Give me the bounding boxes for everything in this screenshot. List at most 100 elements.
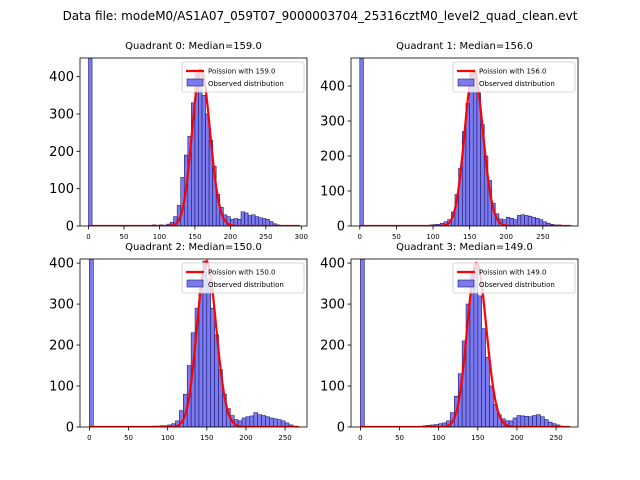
panel-quadrant-1: 0 50 100 150 200 250 0 100 200 300 400 Quadrant 1: … [320,41,579,241]
legend-bar-swatch [186,78,204,87]
x-tick-label: 0 [358,434,362,442]
legend: Poission with 156.0 Observed distribution [452,61,576,93]
x-tick-label: 250 [259,233,272,241]
legend-bar-swatch [457,78,475,87]
y-tick-label: 0 [337,220,345,235]
histogram-bar [205,113,210,226]
x-tick-label: 200 [239,434,252,442]
plot-area [88,58,300,226]
histogram-bar [251,214,256,226]
histogram-bar [544,419,549,427]
histogram-bar [257,414,262,427]
histogram-bar [265,416,270,427]
histogram-bar [481,328,486,427]
x-tick-label: 0 [358,233,362,241]
legend-label-fit: Poission with 150.0 [208,269,276,277]
histogram-bar-zero [359,58,364,226]
subplot-title: Quadrant 2: Median=150.0 [125,242,262,253]
histogram-bar [524,215,529,226]
histogram-bar-zero [89,259,94,427]
legend: Poission with 149.0 Observed distribution [452,262,576,294]
histogram-bar [244,212,249,226]
plot-area [359,58,573,226]
x-tick-label: 0 [87,434,91,442]
panel-quadrant-3: 0 50 100 150 200 250 0 100 200 300 400 Quadrant 3: … [320,242,579,442]
y-tick-label: 200 [49,145,74,160]
histogram-bar [198,68,203,226]
x-tick-label: 150 [200,434,213,442]
histogram-bar [472,71,478,226]
y-tick-label: 300 [49,108,74,123]
histogram-bar [206,279,212,427]
legend-label-fit: Poission with 159.0 [208,68,276,76]
legend-bar-swatch [457,279,475,288]
histogram-bar [485,357,490,427]
y-tick-label: 300 [49,298,74,313]
y-tick-label: 400 [49,70,74,85]
poisson-fit-line [360,261,571,427]
plot-area [89,259,300,427]
histogram-bar [531,216,536,226]
histogram-bar [258,217,263,226]
histogram-bar [532,415,537,427]
poisson-fit-line [89,259,300,427]
y-tick-label: 0 [337,421,345,436]
legend-box [181,61,305,93]
histogram-bar [245,416,251,427]
x-tick-label: 250 [536,233,549,241]
histogram-bar [201,95,206,226]
legend-label-fit: Poission with 156.0 [479,68,547,76]
x-tick-label: 0 [86,233,90,241]
x-tick-label: 150 [188,233,201,241]
legend-label-observed: Observed distribution [479,80,555,88]
legend-label-observed: Observed distribution [208,281,284,289]
histogram-bar [527,215,533,226]
histogram-bar [210,307,215,427]
poisson-fit-line [88,67,300,226]
histogram-bar [262,218,267,226]
x-tick-label: 100 [153,233,166,241]
x-tick-label: 200 [510,434,523,442]
panel-quadrant-0: 0 50 100 150 200 250 300 0 100 200 300 400 Quadrant … [49,41,308,241]
subplot-title: Quadrant 3: Median=149.0 [396,242,533,253]
x-tick-label: 150 [471,434,484,442]
y-tick-label: 300 [320,115,345,130]
axes-frame [79,258,308,428]
panel-quadrant-2: 0 50 100 150 200 250 0 100 200 300 400 Quadrant 2: … [49,242,308,442]
y-tick-label: 400 [320,80,345,95]
axes-frame [350,57,579,227]
legend-bar-swatch [186,279,204,288]
subplot-title: Quadrant 0: Median=159.0 [125,41,262,52]
y-tick-label: 300 [320,298,345,313]
legend-box [181,262,305,294]
histogram-bar [535,218,540,226]
legend-box [452,61,576,93]
histogram-bar [524,416,529,427]
y-tick-label: 0 [66,220,74,235]
histogram-bar [516,415,522,427]
histogram-bar [273,418,278,427]
y-tick-label: 400 [49,257,74,272]
x-tick-label: 200 [224,233,237,241]
y-tick-label: 400 [320,257,345,272]
histogram-bar [540,416,545,427]
y-tick-label: 200 [49,339,74,354]
legend-label-observed: Observed distribution [479,281,555,289]
histogram-bar [528,416,533,427]
x-tick-label: 200 [500,233,513,241]
y-tick-label: 200 [320,339,345,354]
histogram-bar [520,415,526,427]
axes-frame [350,258,579,428]
x-tick-label: 50 [392,233,401,241]
legend-label-observed: Observed distribution [208,80,284,88]
x-tick-label: 100 [432,434,445,442]
legend: Poission with 150.0 Observed distribution [181,262,305,294]
x-tick-label: 250 [549,434,562,442]
poisson-fit-line [359,68,571,226]
subplot-title: Quadrant 1: Median=156.0 [396,41,533,52]
x-tick-label: 50 [124,434,133,442]
y-tick-label: 100 [49,380,74,395]
histogram-bar [477,295,483,427]
x-tick-label: 250 [278,434,291,442]
x-tick-label: 150 [463,233,476,241]
